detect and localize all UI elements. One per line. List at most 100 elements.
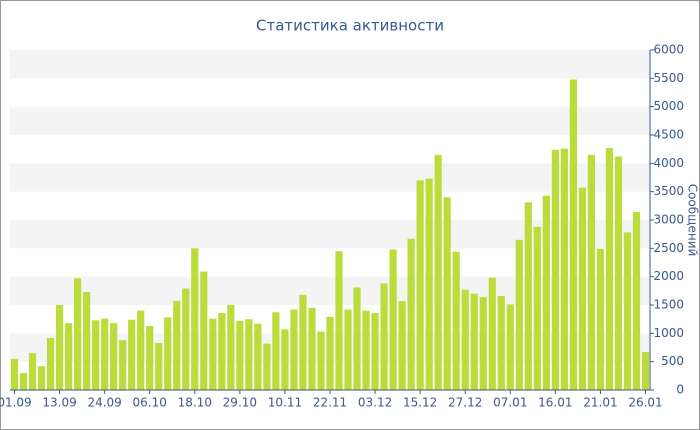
y-tick-label: 0 — [676, 383, 684, 397]
bar — [281, 329, 289, 390]
bar — [353, 287, 361, 390]
bar — [398, 301, 406, 390]
y-tick-label: 500 — [661, 354, 684, 368]
bar — [614, 156, 623, 390]
bar — [55, 305, 64, 390]
bar — [263, 343, 271, 390]
bar — [46, 337, 55, 390]
bar — [623, 232, 632, 390]
bar — [470, 293, 478, 390]
bar — [28, 353, 37, 390]
bar — [524, 202, 532, 390]
bar — [191, 248, 199, 390]
bar — [542, 195, 550, 390]
grid-band — [10, 163, 650, 192]
bar — [10, 358, 19, 390]
x-tick-label: 07.01 — [493, 396, 527, 410]
x-tick-label: 27.12 — [448, 396, 482, 410]
bar — [128, 319, 136, 390]
bar — [515, 239, 523, 390]
x-tick-label: 22.11 — [313, 396, 347, 410]
bar — [371, 312, 379, 390]
bar — [443, 197, 451, 390]
y-axis-label: Сообщений — [686, 184, 700, 257]
bar — [137, 310, 145, 390]
bar — [236, 320, 244, 390]
bar — [110, 323, 118, 390]
x-tick-label: 03.12 — [358, 396, 392, 410]
bar — [380, 283, 388, 390]
bar — [146, 325, 154, 390]
y-tick-label: 3500 — [653, 184, 684, 198]
bar — [173, 301, 181, 390]
bar — [389, 249, 397, 390]
bar — [605, 148, 614, 390]
bar — [488, 277, 496, 390]
x-tick-label: 18.10 — [178, 396, 212, 410]
bar — [452, 251, 460, 390]
bar — [209, 318, 217, 390]
bar — [37, 366, 46, 390]
bar — [164, 317, 172, 390]
bar — [272, 312, 280, 390]
bar — [119, 340, 127, 390]
y-tick-label: 1500 — [653, 298, 684, 312]
x-tick-label: 15.12 — [403, 396, 437, 410]
x-tick-label: 10.11 — [268, 396, 302, 410]
bar — [200, 271, 208, 390]
x-tick-label: 06.10 — [133, 396, 167, 410]
grid-band — [10, 50, 650, 79]
bar — [344, 309, 352, 390]
bar — [74, 278, 82, 390]
x-tick-label: 01.09 — [0, 396, 32, 410]
bar — [479, 297, 487, 390]
y-tick-label: 3000 — [653, 213, 684, 227]
y-tick-label: 5500 — [653, 71, 684, 85]
bar — [299, 294, 307, 390]
bar — [19, 373, 28, 390]
bar — [326, 316, 334, 390]
x-tick-label: 26.01 — [628, 396, 662, 410]
bar — [83, 291, 91, 390]
bar — [227, 305, 235, 390]
x-tick-label: 13.09 — [42, 396, 76, 410]
y-tick-label: 1000 — [653, 326, 684, 340]
bar — [64, 323, 73, 390]
x-tick-label: 24.09 — [87, 396, 121, 410]
bar — [416, 180, 424, 390]
bar — [596, 248, 605, 390]
y-tick-label: 6000 — [653, 43, 684, 57]
bar — [254, 323, 262, 390]
bar — [92, 320, 100, 390]
x-tick-label: 21.01 — [583, 396, 617, 410]
bar — [362, 310, 370, 390]
bar — [533, 226, 541, 390]
bar — [551, 149, 559, 390]
bar — [317, 331, 325, 390]
y-tick-label: 2500 — [653, 241, 684, 255]
bar — [308, 307, 316, 390]
grid-band — [10, 106, 650, 135]
bar — [461, 289, 469, 390]
bar — [155, 342, 163, 390]
bar — [101, 318, 109, 390]
bar — [290, 309, 298, 390]
bar — [578, 187, 586, 390]
x-tick-label: 29.10 — [223, 396, 257, 410]
bar — [641, 352, 650, 390]
bar — [560, 148, 568, 390]
bar — [632, 212, 641, 390]
y-tick-label: 5000 — [653, 99, 684, 113]
x-tick-label: 16.01 — [538, 396, 572, 410]
bar — [245, 319, 253, 390]
y-tick-label: 2000 — [653, 269, 684, 283]
y-tick-label: 4500 — [653, 128, 684, 142]
bar — [497, 295, 505, 390]
bar — [434, 154, 442, 390]
bar — [506, 304, 514, 390]
bar — [425, 178, 433, 390]
chart-title: Статистика активности — [256, 17, 444, 35]
y-tick-label: 4000 — [653, 156, 684, 170]
bar — [569, 79, 577, 390]
